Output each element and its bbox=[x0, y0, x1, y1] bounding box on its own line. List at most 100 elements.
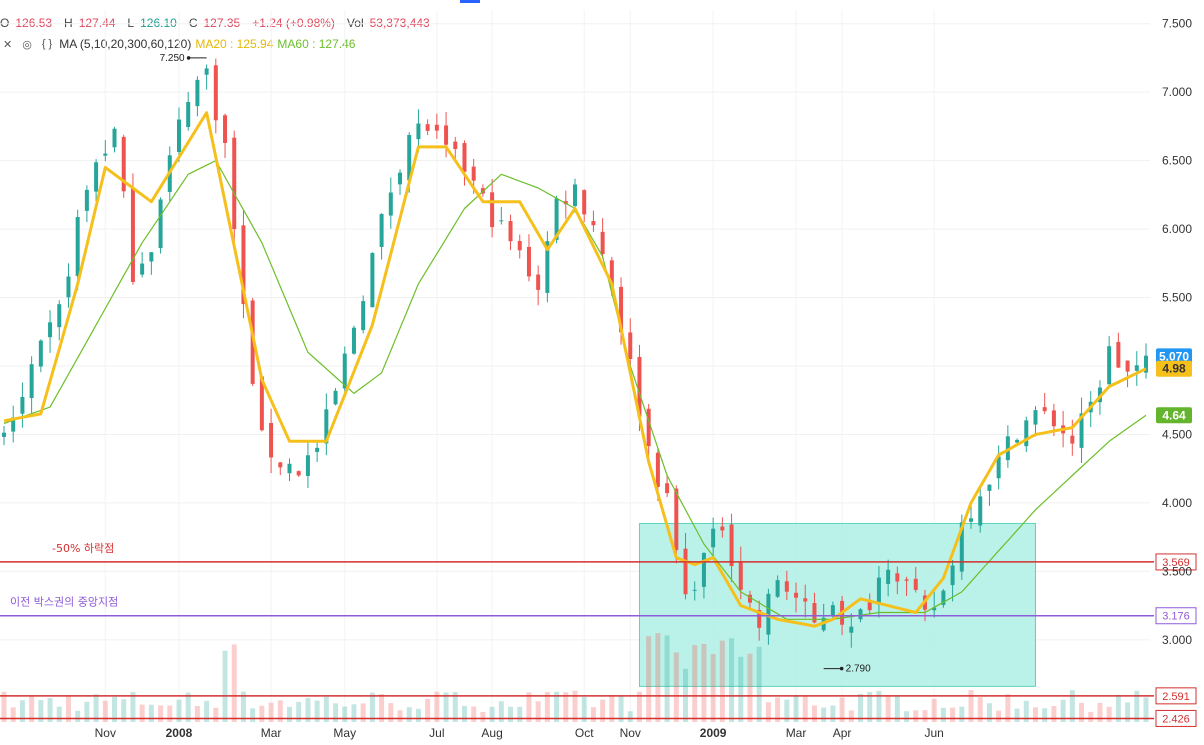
y-tick-label: 3.000 bbox=[1162, 633, 1192, 647]
candle-body bbox=[232, 137, 237, 230]
candle-body bbox=[84, 189, 89, 211]
volume-bar bbox=[572, 690, 578, 722]
volume-bar bbox=[112, 696, 118, 722]
annotation-dot bbox=[839, 666, 844, 671]
candle-body bbox=[140, 263, 145, 275]
hline-price-label: 3.569 bbox=[1155, 553, 1197, 571]
candle-body bbox=[950, 565, 955, 586]
price-badge-box bbox=[1156, 407, 1192, 424]
candle-body bbox=[757, 610, 762, 628]
candle-body bbox=[1015, 439, 1020, 443]
candle bbox=[112, 126, 117, 153]
candle bbox=[1116, 332, 1121, 369]
candle bbox=[213, 58, 218, 134]
candle bbox=[241, 210, 246, 319]
ma-indicator-name[interactable]: MA (5,10,20,300,60,120) bbox=[59, 37, 192, 51]
candle-body bbox=[1144, 355, 1148, 373]
volume-bar bbox=[590, 707, 596, 722]
candle-body bbox=[508, 221, 513, 242]
hline-text: 이전 박스권의 중앙지점 bbox=[10, 596, 118, 609]
candle-body bbox=[886, 569, 891, 584]
candle-body bbox=[66, 276, 71, 298]
x-tick-label: Nov bbox=[95, 726, 116, 740]
candle-body bbox=[416, 123, 421, 140]
candle-body bbox=[1125, 360, 1130, 372]
candle bbox=[232, 130, 237, 244]
candle bbox=[508, 214, 513, 251]
volume-bar bbox=[443, 692, 449, 722]
volume-bar bbox=[1125, 702, 1131, 722]
candle-body bbox=[121, 136, 126, 192]
candle-body bbox=[858, 609, 863, 620]
price-badge-text: 4.98 bbox=[1162, 362, 1186, 376]
volume-bar bbox=[775, 697, 781, 722]
candle-body bbox=[195, 79, 200, 107]
volume-bar bbox=[701, 643, 707, 722]
volume-bar bbox=[452, 692, 458, 722]
volume-bar bbox=[618, 696, 624, 722]
candle-body bbox=[1051, 410, 1056, 427]
volume-bar bbox=[102, 700, 108, 722]
candle-body bbox=[434, 124, 439, 131]
settings-icon[interactable]: ◎ bbox=[22, 38, 32, 51]
candle-body bbox=[738, 562, 743, 590]
candle-body bbox=[775, 580, 780, 597]
candle-body bbox=[619, 286, 624, 333]
volume-bar bbox=[885, 695, 891, 722]
candle bbox=[932, 591, 937, 618]
volume-bar bbox=[415, 708, 421, 722]
volume-bar bbox=[204, 700, 210, 722]
candle bbox=[563, 190, 568, 219]
volume-bar bbox=[185, 692, 191, 722]
candle bbox=[398, 169, 403, 195]
candle-body bbox=[296, 471, 301, 476]
x-tick-label: 2009 bbox=[700, 726, 727, 740]
candle bbox=[757, 600, 762, 641]
candle-body bbox=[342, 353, 347, 389]
candle bbox=[536, 265, 541, 306]
hline-price-label: 2.591 bbox=[1155, 687, 1197, 705]
source-code-icon[interactable]: { } bbox=[41, 38, 53, 50]
volume-bar bbox=[830, 705, 836, 722]
open-value: 126.53 bbox=[15, 16, 53, 30]
candle bbox=[987, 484, 992, 506]
candle-body bbox=[103, 153, 108, 156]
candle bbox=[591, 210, 596, 232]
candle-body bbox=[176, 119, 181, 152]
candle-body bbox=[794, 592, 799, 598]
volume-bar bbox=[19, 700, 25, 722]
candle-body bbox=[1033, 410, 1038, 425]
candle-body bbox=[444, 125, 449, 145]
volume-bar bbox=[839, 697, 845, 722]
volume-bar bbox=[811, 705, 817, 722]
candle bbox=[130, 173, 135, 285]
volume-bar bbox=[977, 697, 983, 722]
volume-bar bbox=[802, 695, 808, 722]
volume-bar bbox=[673, 652, 679, 722]
volume-bar bbox=[139, 704, 145, 722]
candle bbox=[20, 382, 25, 428]
candle bbox=[1125, 360, 1130, 388]
volume-bar bbox=[517, 706, 523, 722]
candle-body bbox=[591, 221, 596, 226]
volume-bar bbox=[1097, 702, 1103, 722]
candle bbox=[75, 209, 80, 291]
volume-bar bbox=[296, 701, 302, 722]
candle bbox=[29, 356, 34, 414]
candle bbox=[803, 584, 808, 618]
close-icon[interactable]: ✕ bbox=[3, 38, 13, 51]
volume-bar bbox=[655, 633, 661, 722]
price-badge-text: 5.070 bbox=[1159, 349, 1189, 363]
candle-body bbox=[223, 115, 228, 143]
candle-body bbox=[287, 463, 292, 474]
y-tick-label: 6.500 bbox=[1162, 154, 1192, 168]
candle-body bbox=[48, 322, 53, 338]
volume-bar bbox=[996, 710, 1002, 722]
volume-bar bbox=[664, 635, 670, 722]
candle bbox=[158, 197, 163, 254]
volume-bar bbox=[1042, 708, 1048, 722]
candle-body bbox=[186, 102, 191, 128]
candle bbox=[692, 581, 697, 601]
volume-bar bbox=[563, 692, 569, 722]
